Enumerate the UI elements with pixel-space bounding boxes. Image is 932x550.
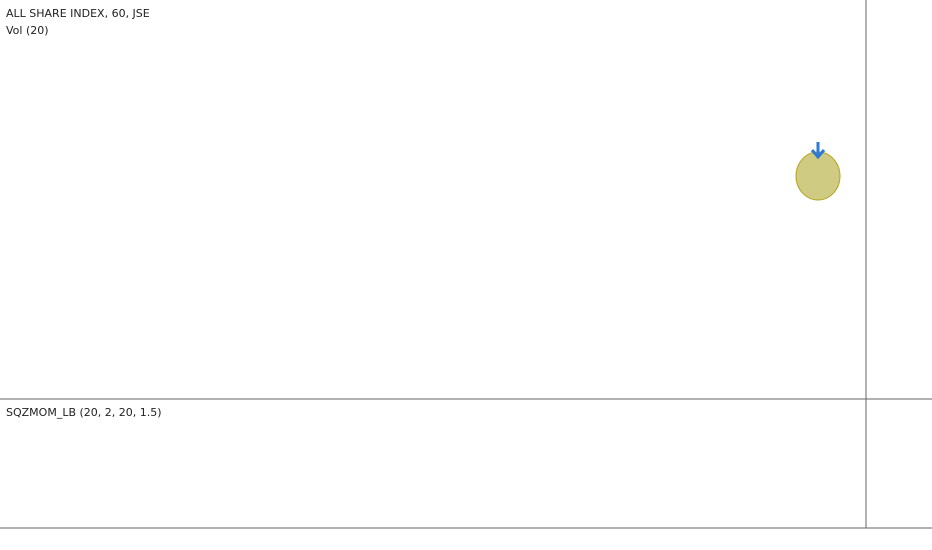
subtitle: Vol (20): [6, 24, 49, 37]
indicator-title: SQZMOM_LB (20, 2, 20, 1.5): [6, 406, 162, 419]
arrow: [810, 142, 826, 160]
chart-title: ALL SHARE INDEX, 60, JSE: [6, 7, 150, 20]
